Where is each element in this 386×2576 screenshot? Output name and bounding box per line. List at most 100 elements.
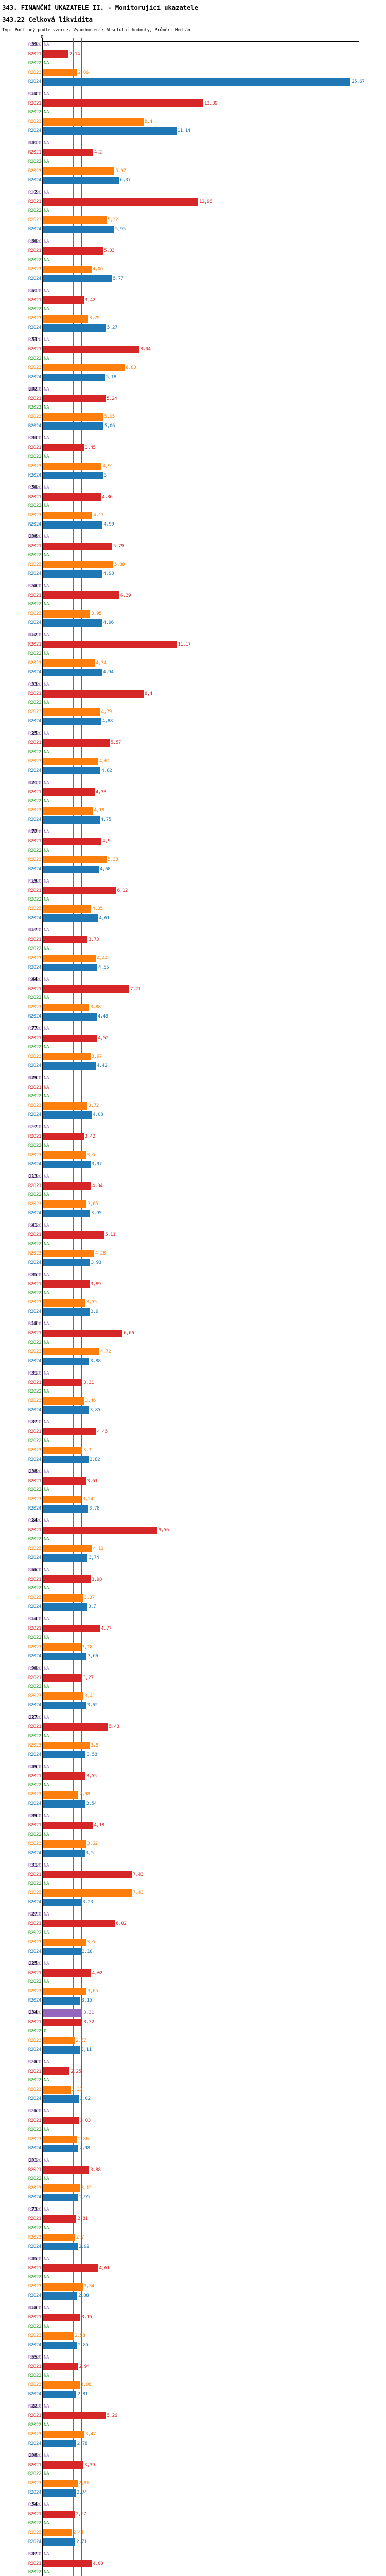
value-na-label: NA (44, 976, 49, 982)
value-na-label: NA (44, 1813, 49, 1819)
chart-row: R2024 5,06 (0, 422, 386, 431)
row-series-label: R2021 (28, 494, 42, 500)
row-series-label: R2022 (28, 60, 42, 66)
value-na-label: NA (44, 749, 49, 755)
value-bar (43, 2184, 80, 2192)
group-id-label: 93 (31, 435, 37, 441)
value-bar (43, 1947, 81, 1956)
value-bar (43, 2391, 77, 2398)
value-label: 2,25 (71, 2068, 81, 2074)
value-bar (43, 198, 198, 206)
value-na-label: NA (44, 1388, 49, 1395)
chart-row: R2022 NA (0, 1142, 386, 1151)
chart-group: 102 R2020 NA R2021 5,24 R2022 NA R2023 5,05 R2024… (0, 385, 386, 435)
chart-row: R2020 NA (0, 2402, 386, 2412)
value-label: 3,97 (91, 1161, 102, 1167)
chart-row: R2021 9,56 (0, 1526, 386, 1535)
row-series-label: R2021 (28, 198, 42, 205)
row-series-label: R2024 (28, 1358, 42, 1364)
value-label: 5,33 (108, 856, 118, 862)
chart-group: 33 R2020 NA R2021 8,4 R2022 NA R2023 4,79 R2024 4,… (0, 681, 386, 730)
row-series-label: R2024 (28, 374, 42, 380)
value-na-label: NA (44, 878, 49, 884)
value-bar (43, 1151, 86, 1159)
value-na-label: NA (44, 1929, 49, 1936)
value-label: 3,98 (91, 1576, 102, 1582)
chart-row: R2021 8,04 (0, 345, 386, 354)
chart-row: R2022 NA (0, 2175, 386, 2184)
row-series-label: R2022 (28, 355, 42, 361)
chart-row: R2024 2,74 (0, 2488, 386, 2498)
row-series-label: R2022 (28, 2569, 42, 2575)
row-series-label: R2020 (28, 1173, 42, 1179)
value-label: 8,04 (140, 346, 151, 352)
value-label: 2,88 (78, 2293, 89, 2299)
value-label: 4,05 (92, 906, 103, 912)
chart-row: R2021 3,89 (0, 1280, 386, 1289)
chart-row: R2023 4,44 (0, 954, 386, 963)
chart-group: 50 R2020 NA R2021 4,86 R2022 NA R2023 4,13 R2024 4… (0, 484, 386, 533)
chart-group: 25 R2020 NA R2021 5,57 R2022 NA R2023 4,62 R2024 4… (0, 730, 386, 779)
value-label: 3,58 (86, 1751, 97, 1757)
chart-group: 90 R2020 NA R2021 3,27 R2022 NA R2023 3,41 R2024 3… (0, 1665, 386, 1714)
chart-group: 27 R2020 NA R2021 6,02 R2022 NA R2023 3,6 R2024 3,… (0, 1910, 386, 1960)
row-series-label: R2023 (28, 69, 42, 75)
value-bar (43, 816, 100, 824)
chart-row: R2023 3,47 (0, 2430, 386, 2439)
row-series-label: R2021 (28, 641, 42, 648)
value-na-label: NA (44, 1665, 49, 1671)
value-na-label: NA (44, 1093, 49, 1099)
row-series-label: R2023 (28, 2136, 42, 2142)
group-id-label: 129 (28, 1075, 38, 1081)
value-na-label: NA (44, 847, 49, 853)
value-na-label: NA (44, 2176, 49, 2182)
value-label: 2,71 (76, 2538, 87, 2545)
row-series-label: R2021 (28, 838, 42, 844)
value-bar (43, 1723, 108, 1731)
value-bar (43, 118, 144, 126)
chart-row: R2022 NA (0, 1043, 386, 1053)
value-bar (43, 1772, 85, 1780)
value-label: 4,9 (102, 838, 111, 844)
value-bar (43, 1496, 82, 1503)
row-series-label: R2022 (28, 1880, 42, 1887)
value-label: 12,96 (199, 198, 213, 205)
value-label: 4,04 (92, 1182, 103, 1189)
value-bar (43, 2135, 77, 2143)
value-na-label: NA (44, 2502, 49, 2508)
value-label: 4,11 (93, 1545, 104, 1551)
value-label: 4,45 (97, 1429, 108, 1435)
value-label: 4,13 (93, 512, 104, 518)
chart-row: R2020 NA (0, 2157, 386, 2166)
value-na-label: NA (44, 1370, 49, 1376)
group-id-label: 72 (31, 829, 37, 835)
row-series-label: R2024 (28, 2489, 42, 2496)
value-bar (43, 1674, 82, 1682)
value-bar (43, 985, 129, 993)
chart-group: 14 R2020 NA R2021 4,77 R2022 NA R2023 3,18 R2024 3… (0, 1615, 386, 1665)
value-bar (43, 1554, 88, 1562)
row-series-label: R2021 (28, 346, 42, 352)
chart-row: R2022 NA (0, 1634, 386, 1643)
chart-row: R2022 NA (0, 2126, 386, 2135)
chart-row: R2024 3,58 (0, 1751, 386, 1760)
value-bar (43, 1988, 87, 1995)
chart-row: R2021 4,04 (0, 1181, 386, 1191)
group-id-label: 60 (31, 239, 37, 244)
value-bar (43, 718, 101, 725)
value-label: 4,61 (99, 915, 110, 921)
chart-row: R2021 4,9 (0, 837, 386, 846)
value-bar (43, 1575, 91, 1583)
row-series-label: R2022 (28, 2176, 42, 2182)
value-label: 4,08 (93, 1112, 103, 1118)
chart-row: R2024 3,9 (0, 1308, 386, 1317)
row-series-label: R2022 (28, 1831, 42, 1837)
row-series-label: R2023 (28, 906, 42, 912)
row-series-label: R2023 (28, 463, 42, 469)
row-series-label: R2022 (28, 2028, 42, 2034)
value-bar (43, 2067, 70, 2075)
chart-row: R2022 NA (0, 2371, 386, 2381)
value-label: 6,02 (116, 1921, 127, 1927)
value-bar (43, 2461, 83, 2469)
chart-group: 45 R2020 NA R2021 4,61 R2022 NA R2023 3,34 R2024 2… (0, 2255, 386, 2304)
